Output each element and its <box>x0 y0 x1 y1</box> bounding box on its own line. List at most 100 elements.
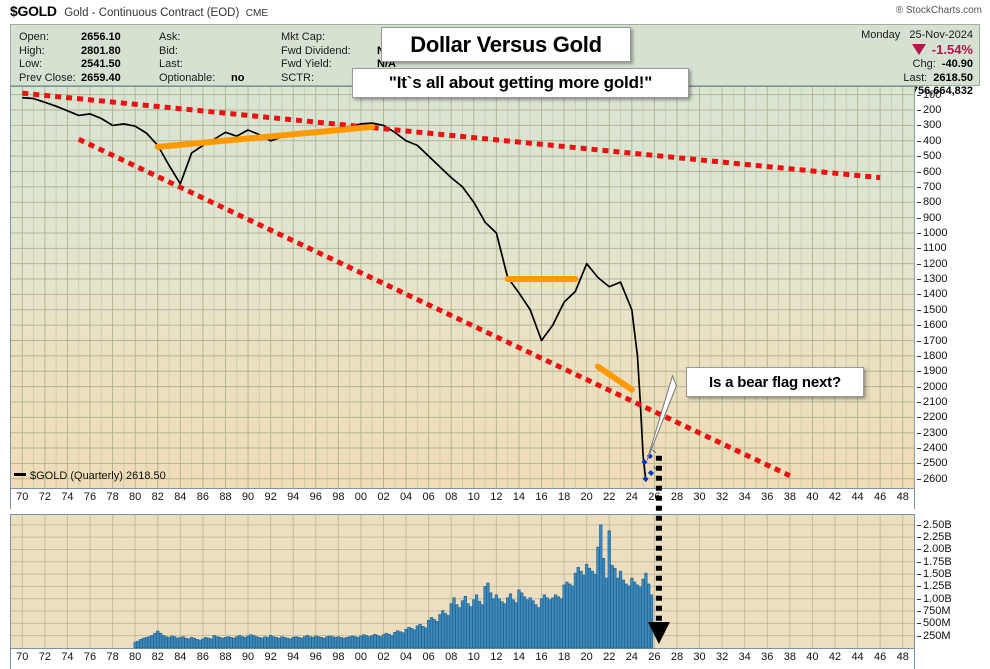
price-y-tick <box>917 325 921 327</box>
volume-bar <box>325 636 329 649</box>
x-axis-tick-label: 22 <box>603 491 616 503</box>
price-y-tick <box>917 94 921 96</box>
volume-bar <box>277 637 281 649</box>
volume-bar <box>491 598 496 649</box>
x-axis-tick-label: 34 <box>738 651 751 663</box>
volume-bar <box>333 637 338 649</box>
price-y-tick <box>917 248 921 250</box>
ticker-symbol: $GOLD <box>10 3 57 19</box>
price-y-tick <box>917 110 921 112</box>
volume-bar <box>319 637 324 649</box>
volume-bar <box>139 639 143 649</box>
volume-bar <box>562 584 566 649</box>
quote-value: 2801.80 <box>81 44 121 57</box>
price-y-tick-label: 1000 <box>923 226 948 239</box>
x-axis-tick-label: 92 <box>264 651 277 663</box>
quote-row-bidask: Ask: <box>159 31 244 45</box>
x-axis-tick-label: 24 <box>625 491 638 503</box>
price-y-tick <box>917 309 921 311</box>
volume-bar <box>173 636 177 649</box>
quote-row-ohlc: Open: 2656.10 <box>19 31 121 45</box>
volume-bar <box>565 581 569 649</box>
volume-bar <box>201 638 205 649</box>
volume-bar <box>249 634 253 649</box>
x-axis-tick-label: 34 <box>738 491 751 503</box>
chart-legend: $GOLD (Quarterly) 2618.50 <box>14 470 166 482</box>
stockcharts-credit: ® StockCharts.com <box>895 5 982 16</box>
quote-pct-change: -1.54% <box>931 41 973 57</box>
x-axis-tick-label: 98 <box>332 651 345 663</box>
x-axis-tick-label: 30 <box>693 491 706 503</box>
price-y-tick-label: 500 <box>923 150 942 163</box>
volume-bar <box>181 636 185 649</box>
volume-bar <box>412 629 417 649</box>
volume-bar <box>618 570 623 649</box>
volume-bar <box>539 598 544 649</box>
volume-bar <box>187 638 191 649</box>
volume-bar <box>221 637 225 649</box>
volume-y-tick <box>917 611 921 613</box>
volume-bar <box>576 566 580 649</box>
volume-bar <box>415 625 419 649</box>
trendline-upper-resistance-dotted-red <box>22 90 881 181</box>
volume-bar <box>601 558 606 649</box>
volume-y-tick-label: 2.25B <box>923 531 952 544</box>
volume-bar <box>429 617 434 649</box>
volume-bar <box>432 619 436 649</box>
volume-bar <box>455 604 459 649</box>
volume-bar <box>294 636 298 649</box>
x-axis-tick-label: 92 <box>264 491 277 503</box>
volume-bar <box>246 635 250 649</box>
price-y-tick <box>917 463 921 465</box>
volume-bar <box>328 635 332 649</box>
volume-bar <box>616 577 620 649</box>
x-axis-tick-label: 88 <box>219 491 232 503</box>
volume-bar <box>641 578 645 649</box>
x-axis-tick-label: 16 <box>535 491 548 503</box>
x-axis-tick-label: 70 <box>16 651 29 663</box>
quote-value: no <box>231 71 245 84</box>
x-axis-bottom: 70 72 74 76 78 80 82 84 86 88 90 92 94 96 98 00 02 04 06 08… <box>10 649 915 669</box>
volume-y-tick-label: 500M <box>923 617 951 630</box>
quote-label: Mkt Cap: <box>281 31 326 43</box>
price-chart-panel <box>10 86 915 489</box>
quote-last-line: Last: 2618.50 <box>861 72 973 86</box>
x-axis-tick-label: 08 <box>445 491 458 503</box>
volume-bar <box>480 604 484 649</box>
volume-bar <box>300 637 304 649</box>
x-axis-tick-label: 04 <box>399 491 413 503</box>
price-y-tick <box>917 417 921 419</box>
x-axis-tick-label: 80 <box>129 491 142 503</box>
volume-bar <box>477 600 482 649</box>
x-axis-tick-label: 18 <box>557 491 571 503</box>
volume-bar <box>283 637 287 649</box>
volume-bar <box>305 635 309 649</box>
x-axis-tick-label: 96 <box>309 491 322 503</box>
x-axis-tick-label: 36 <box>761 651 774 663</box>
x-axis-tick-label: 86 <box>196 491 209 503</box>
price-y-tick <box>917 279 921 281</box>
x-axis-tick-label: 94 <box>287 651 300 663</box>
quote-weekday: Monday <box>861 29 901 41</box>
volume-bar <box>483 586 487 649</box>
volume-bar <box>235 636 239 649</box>
x-axis-tick-label: 10 <box>467 491 480 503</box>
volume-bar <box>528 597 532 649</box>
volume-bar <box>226 636 230 649</box>
x-axis-tick-label: 46 <box>874 491 887 503</box>
volume-y-tick <box>917 586 921 588</box>
volume-chart-panel <box>10 514 915 649</box>
price-y-tick-label: 2300 <box>923 426 948 439</box>
volume-bar <box>175 637 180 649</box>
volume-y-tick <box>917 561 921 563</box>
price-y-tick-label: 1900 <box>923 365 948 378</box>
x-axis-tick-label: 28 <box>670 651 684 663</box>
x-axis-tick-label: 10 <box>467 651 480 663</box>
quote-label: Open: <box>19 31 49 43</box>
x-axis-tick-label: 94 <box>287 491 300 503</box>
volume-bar <box>438 614 442 649</box>
x-axis-tick-label: 04 <box>399 651 413 663</box>
volume-bar <box>153 632 157 649</box>
volume-bar <box>644 572 648 649</box>
volume-bar <box>463 595 467 649</box>
